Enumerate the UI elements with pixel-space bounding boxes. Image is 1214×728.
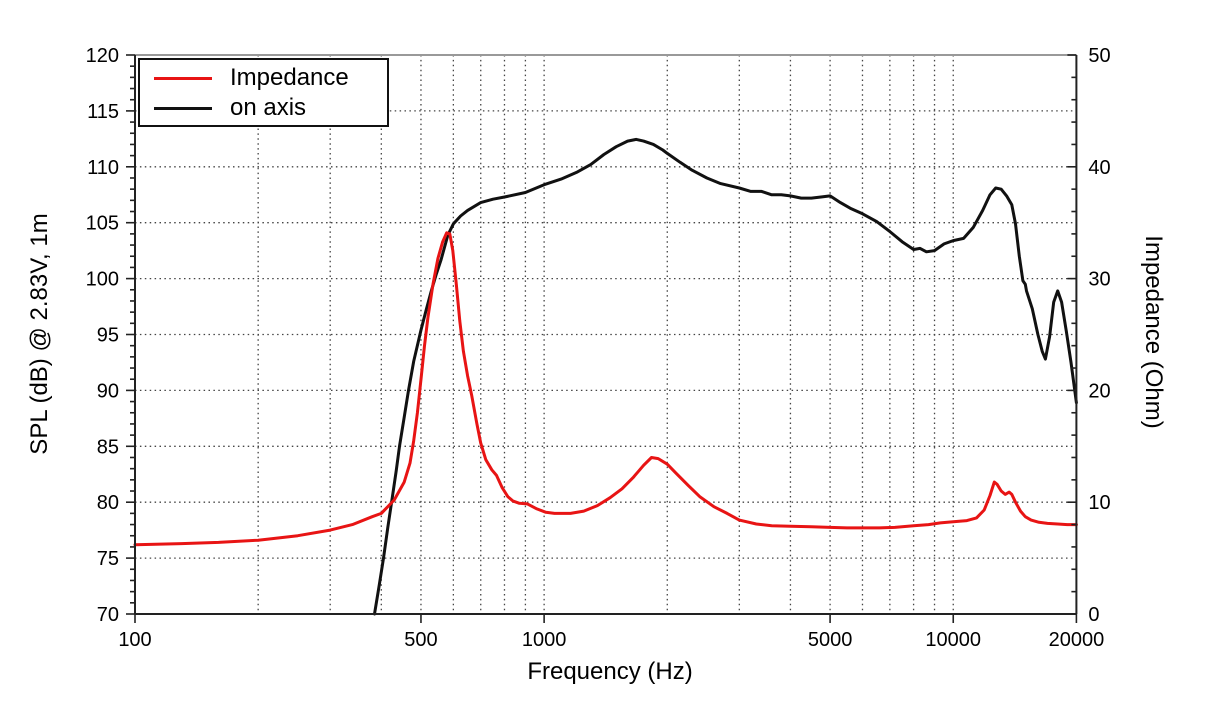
x-tick-label: 1000 <box>522 629 567 651</box>
y-right-tick-label: 30 <box>1088 269 1110 291</box>
x-tick-label: 5000 <box>808 629 853 651</box>
y-right-tick-label: 20 <box>1088 380 1110 402</box>
y-left-tick-label: 120 <box>86 45 119 67</box>
legend-label-impedance: Impedance <box>230 64 349 91</box>
y-right-tick-label: 50 <box>1088 45 1110 67</box>
curve-impedance <box>133 231 1078 547</box>
x-tick-label: 100 <box>118 629 151 651</box>
legend-label-on-axis: on axis <box>230 94 307 121</box>
y-right-tick-label: 40 <box>1088 157 1110 179</box>
y-left-tick-label: 115 <box>87 101 119 123</box>
x-axis-title: Frequency (Hz) <box>527 658 693 685</box>
legend: Impedance on axis <box>138 58 389 127</box>
y-right-tick-label: 0 <box>1088 604 1099 626</box>
y-left-tick-label: 80 <box>97 492 119 514</box>
legend-line-on-axis <box>154 107 212 110</box>
y-left-tick-label: 70 <box>97 604 119 626</box>
y-left-tick-label: 100 <box>86 269 119 291</box>
y-left-axis-title: SPL (dB) @ 2.83V, 1m <box>26 213 53 455</box>
y-left-tick-label: 85 <box>97 436 119 458</box>
legend-item-on-axis: on axis <box>140 93 387 123</box>
y-right-tick-label: 10 <box>1088 492 1110 514</box>
y-left-tick-label: 90 <box>97 380 119 402</box>
curve-on-axis <box>373 137 1078 616</box>
y-left-tick-label: 75 <box>97 548 119 570</box>
legend-item-impedance: Impedance <box>140 63 387 93</box>
y-left-tick-label: 105 <box>86 213 119 235</box>
y-left-tick-label: 110 <box>87 157 119 179</box>
x-tick-label: 500 <box>404 629 437 651</box>
x-tick-label: 10000 <box>925 629 981 651</box>
legend-line-impedance <box>154 77 212 80</box>
x-tick-label: 20000 <box>1049 629 1105 651</box>
y-left-tick-label: 95 <box>97 325 119 347</box>
y-right-axis-title: Impedance (Ohm) <box>1140 235 1167 429</box>
